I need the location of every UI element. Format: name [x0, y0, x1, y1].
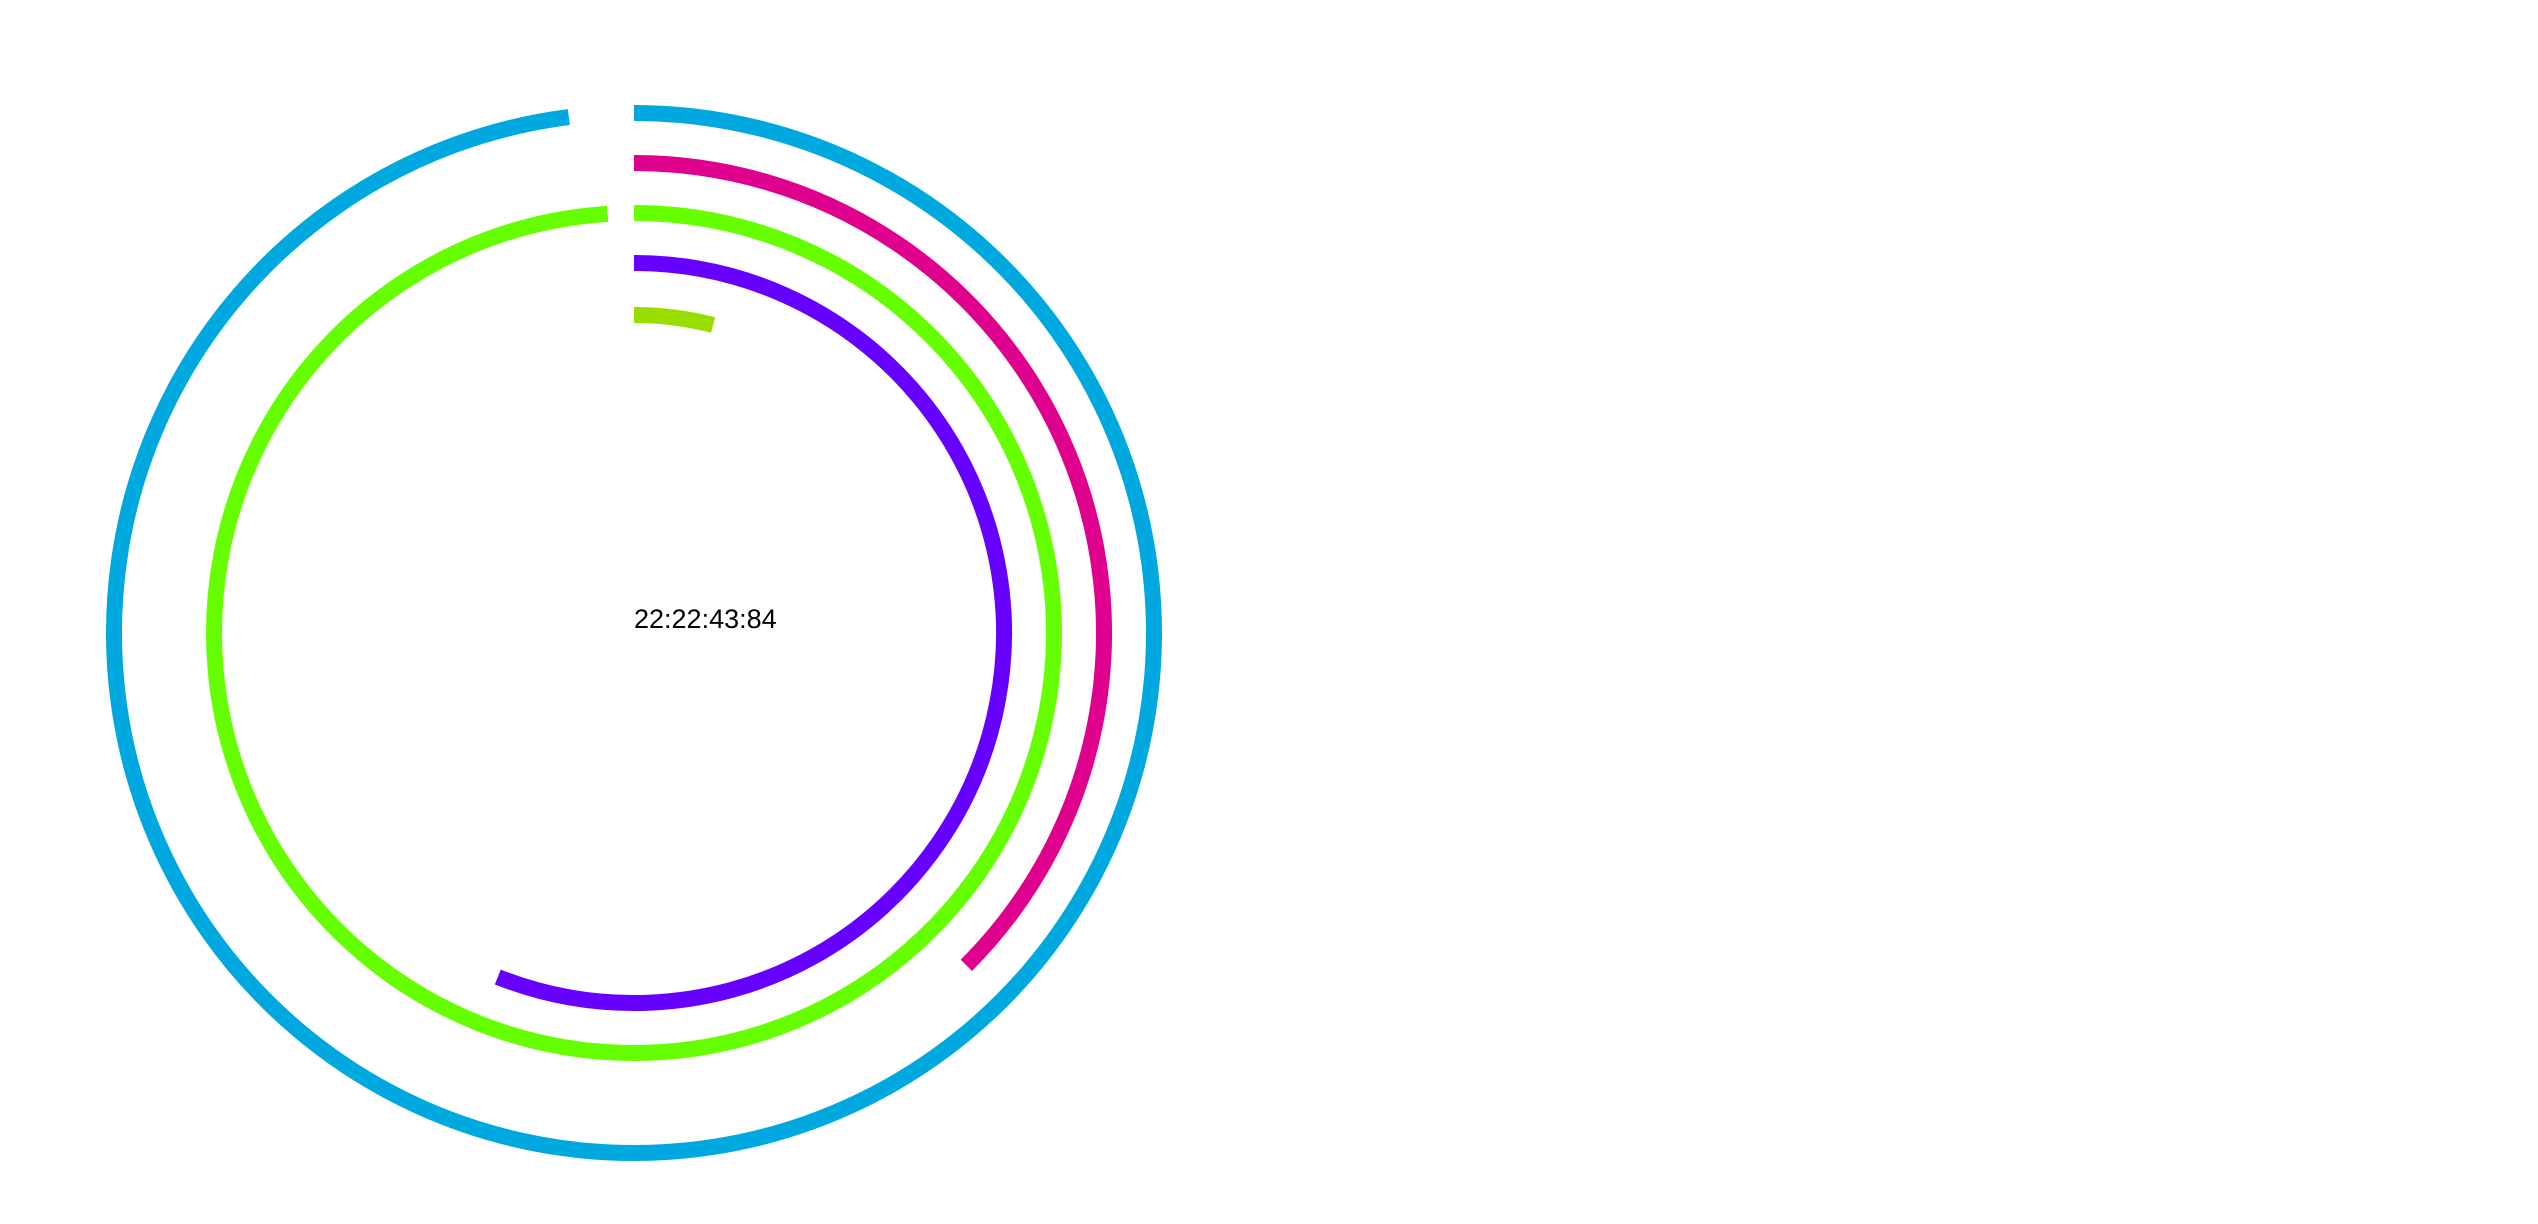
- day-progress-ring: [206, 205, 1062, 1061]
- month-progress-ring: [633, 155, 1112, 971]
- year-progress-ring: [106, 105, 1162, 1161]
- time-readout: 22:22:43:84: [634, 604, 777, 634]
- minute-progress-ring: [633, 307, 716, 333]
- hour-progress-ring: [494, 255, 1012, 1011]
